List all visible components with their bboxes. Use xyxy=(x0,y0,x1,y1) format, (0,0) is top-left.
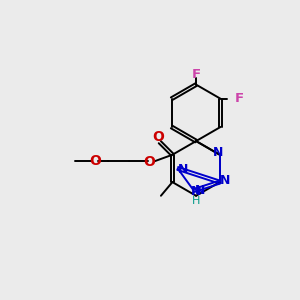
Text: F: F xyxy=(235,92,244,105)
Text: N: N xyxy=(191,185,201,198)
Text: N: N xyxy=(213,146,224,159)
Text: O: O xyxy=(152,130,164,144)
Text: F: F xyxy=(191,68,201,81)
Text: N: N xyxy=(220,174,230,188)
Text: N: N xyxy=(178,163,188,176)
Text: N: N xyxy=(195,184,206,197)
Text: H: H xyxy=(192,196,200,206)
Text: O: O xyxy=(89,154,101,168)
Text: O: O xyxy=(143,155,155,169)
